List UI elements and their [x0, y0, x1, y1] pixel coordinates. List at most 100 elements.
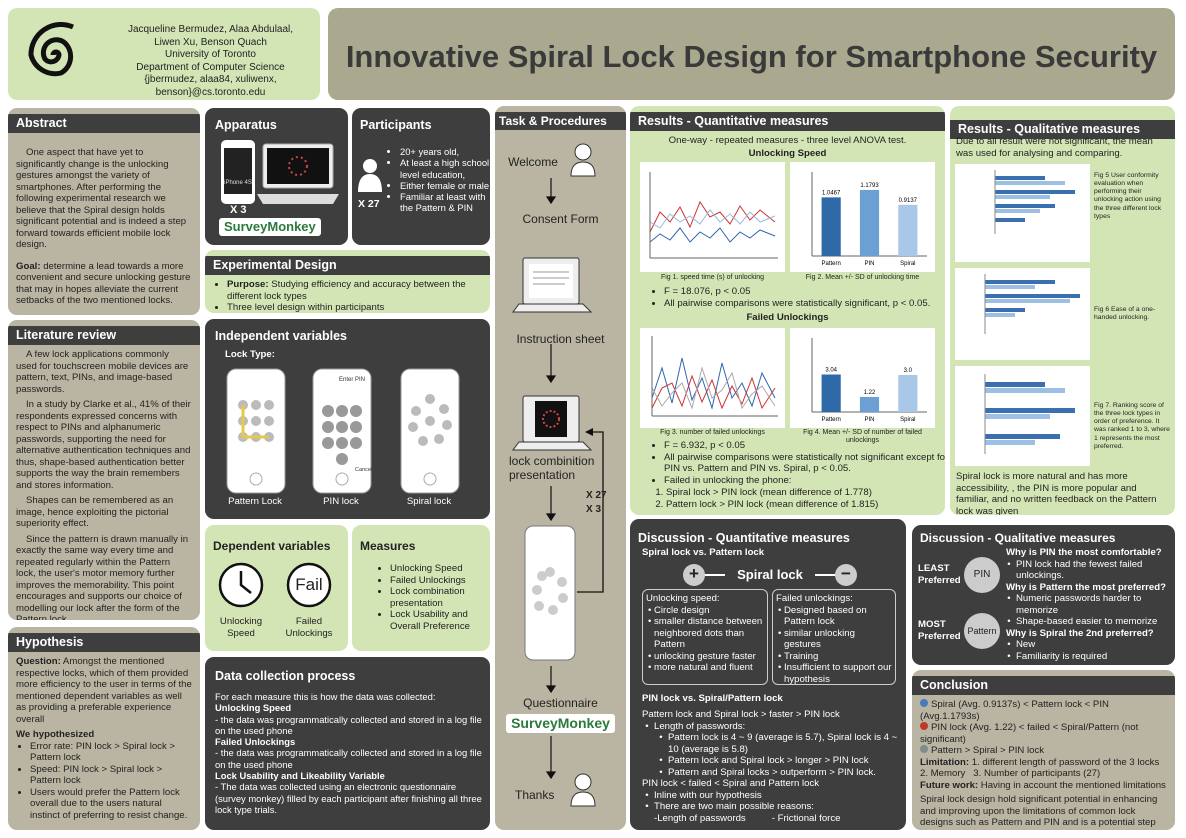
line-text: Pattern > Spiral > PIN lock	[931, 745, 1045, 756]
list-item: Inline with our hypothesis	[654, 790, 900, 802]
results-quantitative: Results - Quantitative measures One-way …	[630, 106, 945, 515]
pin-screen: Enter PIN	[338, 377, 365, 383]
device-icons	[221, 140, 339, 204]
bar	[859, 189, 880, 256]
figure-caption: Fig 5 User conformity evaluation when pe…	[1094, 172, 1162, 220]
list-item: There are two main possible reasons:	[654, 801, 900, 813]
question: Why is PIN the most comfortable?	[1006, 547, 1162, 558]
intro: Due to all result were not significant, …	[956, 136, 1153, 159]
participants: Participants X 27 20+ years old,At least…	[352, 108, 490, 245]
subtitle: Lock Type:	[225, 349, 275, 360]
phone-label: iPhone 4S	[224, 180, 252, 186]
survey-logo: SurveyMonkey	[506, 714, 615, 733]
list-item: more natural and fluent	[654, 662, 764, 674]
subtitle: One-way - repeated measures - three leve…	[668, 135, 907, 146]
subheading: Failed Unlockings	[746, 312, 829, 323]
count: X 27	[358, 198, 380, 210]
label: Future work:	[920, 779, 979, 791]
label: Purpose:	[227, 279, 269, 290]
list-item: Lock combination presentation	[390, 586, 490, 609]
count: X 3	[230, 204, 247, 216]
bar-figure: 1.0467 Pattern 1.1793 PIN 0.9137 Spiral	[790, 162, 935, 272]
subheading: Unlocking Speed	[748, 148, 827, 159]
department: Department of Computer Science	[136, 61, 285, 73]
list-item: At least a high school level education,	[400, 157, 490, 180]
list-item: Failed in unlocking the phone:	[664, 475, 945, 487]
collection-text: For each measure this is how the data wa…	[215, 691, 483, 815]
title-box: Innovative Spiral Lock Design for Smartp…	[328, 8, 1175, 100]
value-label: 1.22	[864, 390, 876, 396]
reason: - Frictional force	[771, 812, 841, 824]
question: Why is Spiral the 2nd preferred?	[1006, 627, 1154, 639]
list-item: Unlocking Speed	[390, 563, 490, 575]
section-title: Hypothesis	[8, 633, 200, 652]
dependent-item: Failed Unlockings	[285, 616, 333, 639]
list-item: Shape-based easier to memorize	[1016, 616, 1170, 628]
step: Questionnaire	[523, 696, 598, 710]
list-item: Failed Unlockings	[390, 575, 490, 587]
dependent-icons	[218, 562, 332, 608]
section-title: Results - Quantitative measures	[630, 112, 945, 131]
list-item: Purpose: Studying efficiency and accurac…	[227, 279, 482, 302]
label: Goal:	[16, 260, 41, 272]
figure-sketch	[640, 328, 785, 428]
measure-text: - the data was programmatically collecte…	[215, 713, 482, 736]
value-label: 3.04	[825, 368, 837, 374]
discussion-text: Pattern lock and Spiral lock > faster > …	[642, 709, 900, 824]
experimental-design: Experimental Design Purpose: Studying ef…	[205, 250, 490, 313]
label: Question:	[16, 656, 61, 667]
step: Thanks	[515, 788, 555, 802]
data-collection: Data collection process For each measure…	[205, 657, 490, 830]
measure-text: - the data was programmatically collecte…	[215, 747, 482, 770]
figure-sketch	[955, 164, 1090, 466]
literature-review: Literature review A few lock application…	[8, 320, 200, 620]
section-title: Dependent variables	[213, 539, 331, 553]
limitation: 1. different length of password of the 3…	[971, 756, 1160, 768]
step: Consent Form	[522, 212, 599, 226]
line-icon	[920, 699, 928, 707]
section-title: Apparatus	[215, 118, 277, 132]
task-procedures: Task & Procedures Welcome Consent Form I…	[495, 106, 626, 830]
list-item: Familiar at least with the Pattern & PIN	[400, 191, 490, 214]
category-label: Pattern	[821, 417, 840, 423]
pin-cancel: Cancel	[355, 467, 373, 473]
list-item: Speed: PIN lock > Spiral lock > Pattern …	[30, 764, 192, 787]
list-item: Pattern and Spiral locks > outperform > …	[668, 767, 900, 779]
discussion-qualitative: Discussion - Qualitative measures LEAST …	[912, 525, 1175, 665]
spiral-logo	[28, 22, 74, 77]
list-item: PIN lock had the fewest failed unlocking…	[1016, 559, 1170, 582]
list-item: Pattern lock > PIN lock (mean difference…	[666, 499, 945, 511]
bar	[821, 374, 841, 412]
conclusion-line: Spiral (Avg. 0.9137s) < Pattern lock < P…	[920, 699, 1167, 722]
bar	[859, 396, 880, 412]
bar	[821, 197, 841, 256]
section-title: Participants	[360, 118, 432, 132]
speed-box: Unlocking speed: Circle designsmaller di…	[642, 589, 768, 685]
subheading: PIN lock vs. Spiral/Pattern lock	[642, 693, 783, 704]
value-label: 1.0467	[822, 190, 841, 196]
list-item: Insufficient to support our hypothesis	[784, 662, 892, 685]
paragraph: Shapes can be remembered as an image, he…	[16, 495, 174, 529]
abstract: Abstract One aspect that have yet to sig…	[8, 108, 200, 315]
list-item: All pairwise comparisons were statistica…	[664, 298, 945, 310]
value-label: 3.0	[904, 368, 913, 374]
section-title: Conclusion	[912, 676, 1175, 695]
author-box: Jacqueline Bermudez, Alaa Abdulaal, Liwe…	[8, 8, 320, 100]
list-item: Designed based on Pattern lock	[784, 605, 892, 628]
line-text: PIN lock (Avg. 1.22) < failed < Spiral/P…	[920, 722, 1139, 745]
section-title: Results - Qualitative measures	[950, 120, 1175, 139]
list-item: Either female or male	[400, 180, 490, 191]
failed-box: Failed unlockings: Designed based on Pat…	[772, 589, 896, 685]
section-title: Task & Procedures	[495, 112, 626, 131]
poster-title: Innovative Spiral Lock Design for Smartp…	[345, 39, 1158, 74]
section-title: Discussion - Qualitative measures	[920, 531, 1116, 545]
line-icon	[920, 745, 928, 753]
conclusion: Conclusion Spiral (Avg. 0.9137s) < Patte…	[912, 670, 1175, 830]
list-item: smaller distance between neighbored dots…	[654, 616, 764, 651]
closing: Spiral lock design hold significant pote…	[920, 794, 1158, 830]
box-heading: Failed unlockings:	[776, 593, 853, 604]
section-title: Measures	[360, 539, 416, 553]
section-title: Independent variables	[215, 329, 347, 343]
authors: Liwen Xu, Benson Quach	[154, 36, 267, 48]
